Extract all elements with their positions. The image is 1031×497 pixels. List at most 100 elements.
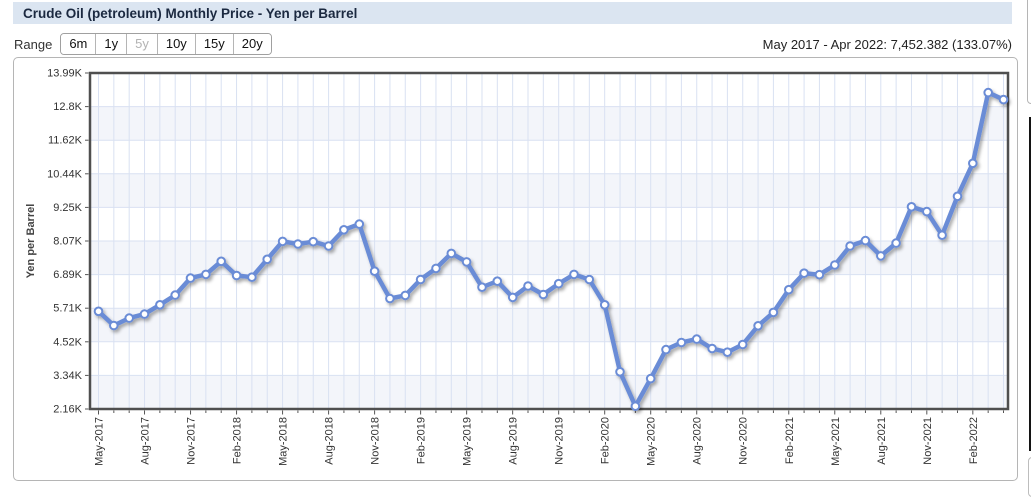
data-point-marker[interactable] xyxy=(691,334,702,344)
x-tick-label: Feb-2022 xyxy=(968,417,980,464)
range-button-group: 6m 1y 5y 10y 15y 20y xyxy=(60,33,272,55)
data-point-marker[interactable] xyxy=(768,307,779,318)
y-tick-label: 2.16K xyxy=(53,404,82,416)
data-point-marker[interactable] xyxy=(860,235,871,246)
data-point-marker[interactable] xyxy=(139,309,150,319)
data-point-marker[interactable] xyxy=(845,241,855,251)
y-tick-label: 11.62K xyxy=(48,135,83,147)
data-point-marker[interactable] xyxy=(707,343,717,354)
data-point-marker[interactable] xyxy=(676,337,687,348)
data-point-marker[interactable] xyxy=(461,257,472,267)
data-point-marker[interactable] xyxy=(645,373,656,384)
x-tick-label: May-2020 xyxy=(646,417,658,466)
x-tick-label: Feb-2020 xyxy=(600,417,612,464)
data-point-marker[interactable] xyxy=(507,292,518,303)
data-point-marker[interactable] xyxy=(830,260,840,270)
page-title: Crude Oil (petroleum) Monthly Price - Ye… xyxy=(23,5,358,21)
data-point-marker[interactable] xyxy=(293,239,303,249)
x-tick-label: Aug-2018 xyxy=(324,417,336,465)
data-point-marker[interactable] xyxy=(431,263,441,274)
data-point-marker[interactable] xyxy=(354,219,365,229)
data-point-marker[interactable] xyxy=(170,290,180,300)
data-point-marker[interactable] xyxy=(385,293,395,304)
data-point-marker[interactable] xyxy=(155,300,165,310)
y-axis-title: Yen per Barrel xyxy=(25,204,37,279)
y-tick-label: 9.25K xyxy=(53,202,82,214)
data-point-marker[interactable] xyxy=(814,269,825,280)
data-point-marker[interactable] xyxy=(906,202,917,212)
x-tick-label: Nov-2018 xyxy=(370,417,382,465)
data-point-marker[interactable] xyxy=(922,206,932,217)
y-tick-label: 5.71K xyxy=(53,303,82,315)
adjacent-panel-sliver-middle xyxy=(1029,117,1031,451)
data-point-marker[interactable] xyxy=(492,276,503,286)
data-point-marker[interactable] xyxy=(937,230,947,240)
data-point-marker[interactable] xyxy=(477,282,487,292)
x-tick-label: Aug-2020 xyxy=(692,417,704,465)
x-tick-label: Nov-2017 xyxy=(186,417,198,465)
plot-band xyxy=(90,375,1008,409)
data-point-marker[interactable] xyxy=(569,269,579,280)
data-point-marker[interactable] xyxy=(124,313,134,323)
data-point-marker[interactable] xyxy=(231,270,242,281)
y-tick-label: 10.44K xyxy=(47,168,83,180)
data-point-marker[interactable] xyxy=(538,289,549,300)
range-button-20y[interactable]: 20y xyxy=(232,34,271,54)
data-point-marker[interactable] xyxy=(661,344,671,355)
data-point-marker[interactable] xyxy=(523,281,533,291)
x-tick-label: Aug-2017 xyxy=(140,417,152,465)
data-point-marker[interactable] xyxy=(308,236,319,247)
data-point-marker[interactable] xyxy=(446,248,457,259)
data-point-marker[interactable] xyxy=(998,94,1009,105)
range-selector: Range 6m 1y 5y 10y 15y 20y xyxy=(14,33,272,55)
range-button-5y: 5y xyxy=(126,34,157,54)
x-tick-label: May-2018 xyxy=(278,417,290,466)
x-tick-label: Nov-2021 xyxy=(922,417,934,465)
data-point-marker[interactable] xyxy=(784,284,794,295)
range-button-10y[interactable]: 10y xyxy=(156,34,195,54)
plot-band xyxy=(90,308,1008,342)
data-point-marker[interactable] xyxy=(277,236,288,247)
y-tick-label: 6.89K xyxy=(53,269,82,281)
data-point-marker[interactable] xyxy=(262,254,272,265)
x-tick-label: Nov-2019 xyxy=(554,417,566,465)
data-point-marker[interactable] xyxy=(799,268,809,278)
data-point-marker[interactable] xyxy=(415,274,426,285)
data-point-marker[interactable] xyxy=(109,320,119,331)
data-point-marker[interactable] xyxy=(983,87,994,98)
data-point-marker[interactable] xyxy=(722,347,733,358)
data-point-marker[interactable] xyxy=(339,225,349,235)
data-point-marker[interactable] xyxy=(630,401,641,412)
data-point-marker[interactable] xyxy=(753,321,763,331)
y-tick-label: 8.07K xyxy=(53,236,82,248)
range-button-6m[interactable]: 6m xyxy=(61,34,96,54)
data-point-marker[interactable] xyxy=(952,191,963,202)
data-point-marker[interactable] xyxy=(201,269,211,280)
y-tick-label: 3.34K xyxy=(53,370,82,382)
data-point-marker[interactable] xyxy=(93,306,104,317)
data-point-marker[interactable] xyxy=(553,278,564,289)
data-point-marker[interactable] xyxy=(584,274,595,285)
data-point-marker[interactable] xyxy=(615,367,625,377)
data-point-marker[interactable] xyxy=(876,251,886,261)
data-point-marker[interactable] xyxy=(185,273,196,283)
price-chart-canvas[interactable]: 13.99K 12.8K 11.62K 10.44K 9.25K 8.07K 6.89K 5.… xyxy=(14,58,1017,480)
plot-band xyxy=(90,173,1008,208)
data-point-marker[interactable] xyxy=(323,241,334,251)
range-label: Range xyxy=(14,36,53,52)
range-button-15y[interactable]: 15y xyxy=(194,34,233,54)
x-tick-label: Feb-2019 xyxy=(416,417,428,464)
x-tick-label: Nov-2020 xyxy=(738,417,750,465)
data-point-marker[interactable] xyxy=(891,238,901,248)
data-point-marker[interactable] xyxy=(369,266,380,276)
data-point-marker[interactable] xyxy=(737,339,748,350)
data-point-marker[interactable] xyxy=(599,300,610,310)
x-tick-label: Aug-2019 xyxy=(508,417,520,465)
data-point-marker[interactable] xyxy=(247,272,257,282)
data-point-marker[interactable] xyxy=(216,256,226,267)
range-button-1y[interactable]: 1y xyxy=(95,34,127,54)
data-point-marker[interactable] xyxy=(400,290,411,301)
data-point-marker[interactable] xyxy=(968,158,978,169)
adjacent-panel-sliver-top xyxy=(1027,0,1031,104)
plot-frame xyxy=(88,71,1010,411)
